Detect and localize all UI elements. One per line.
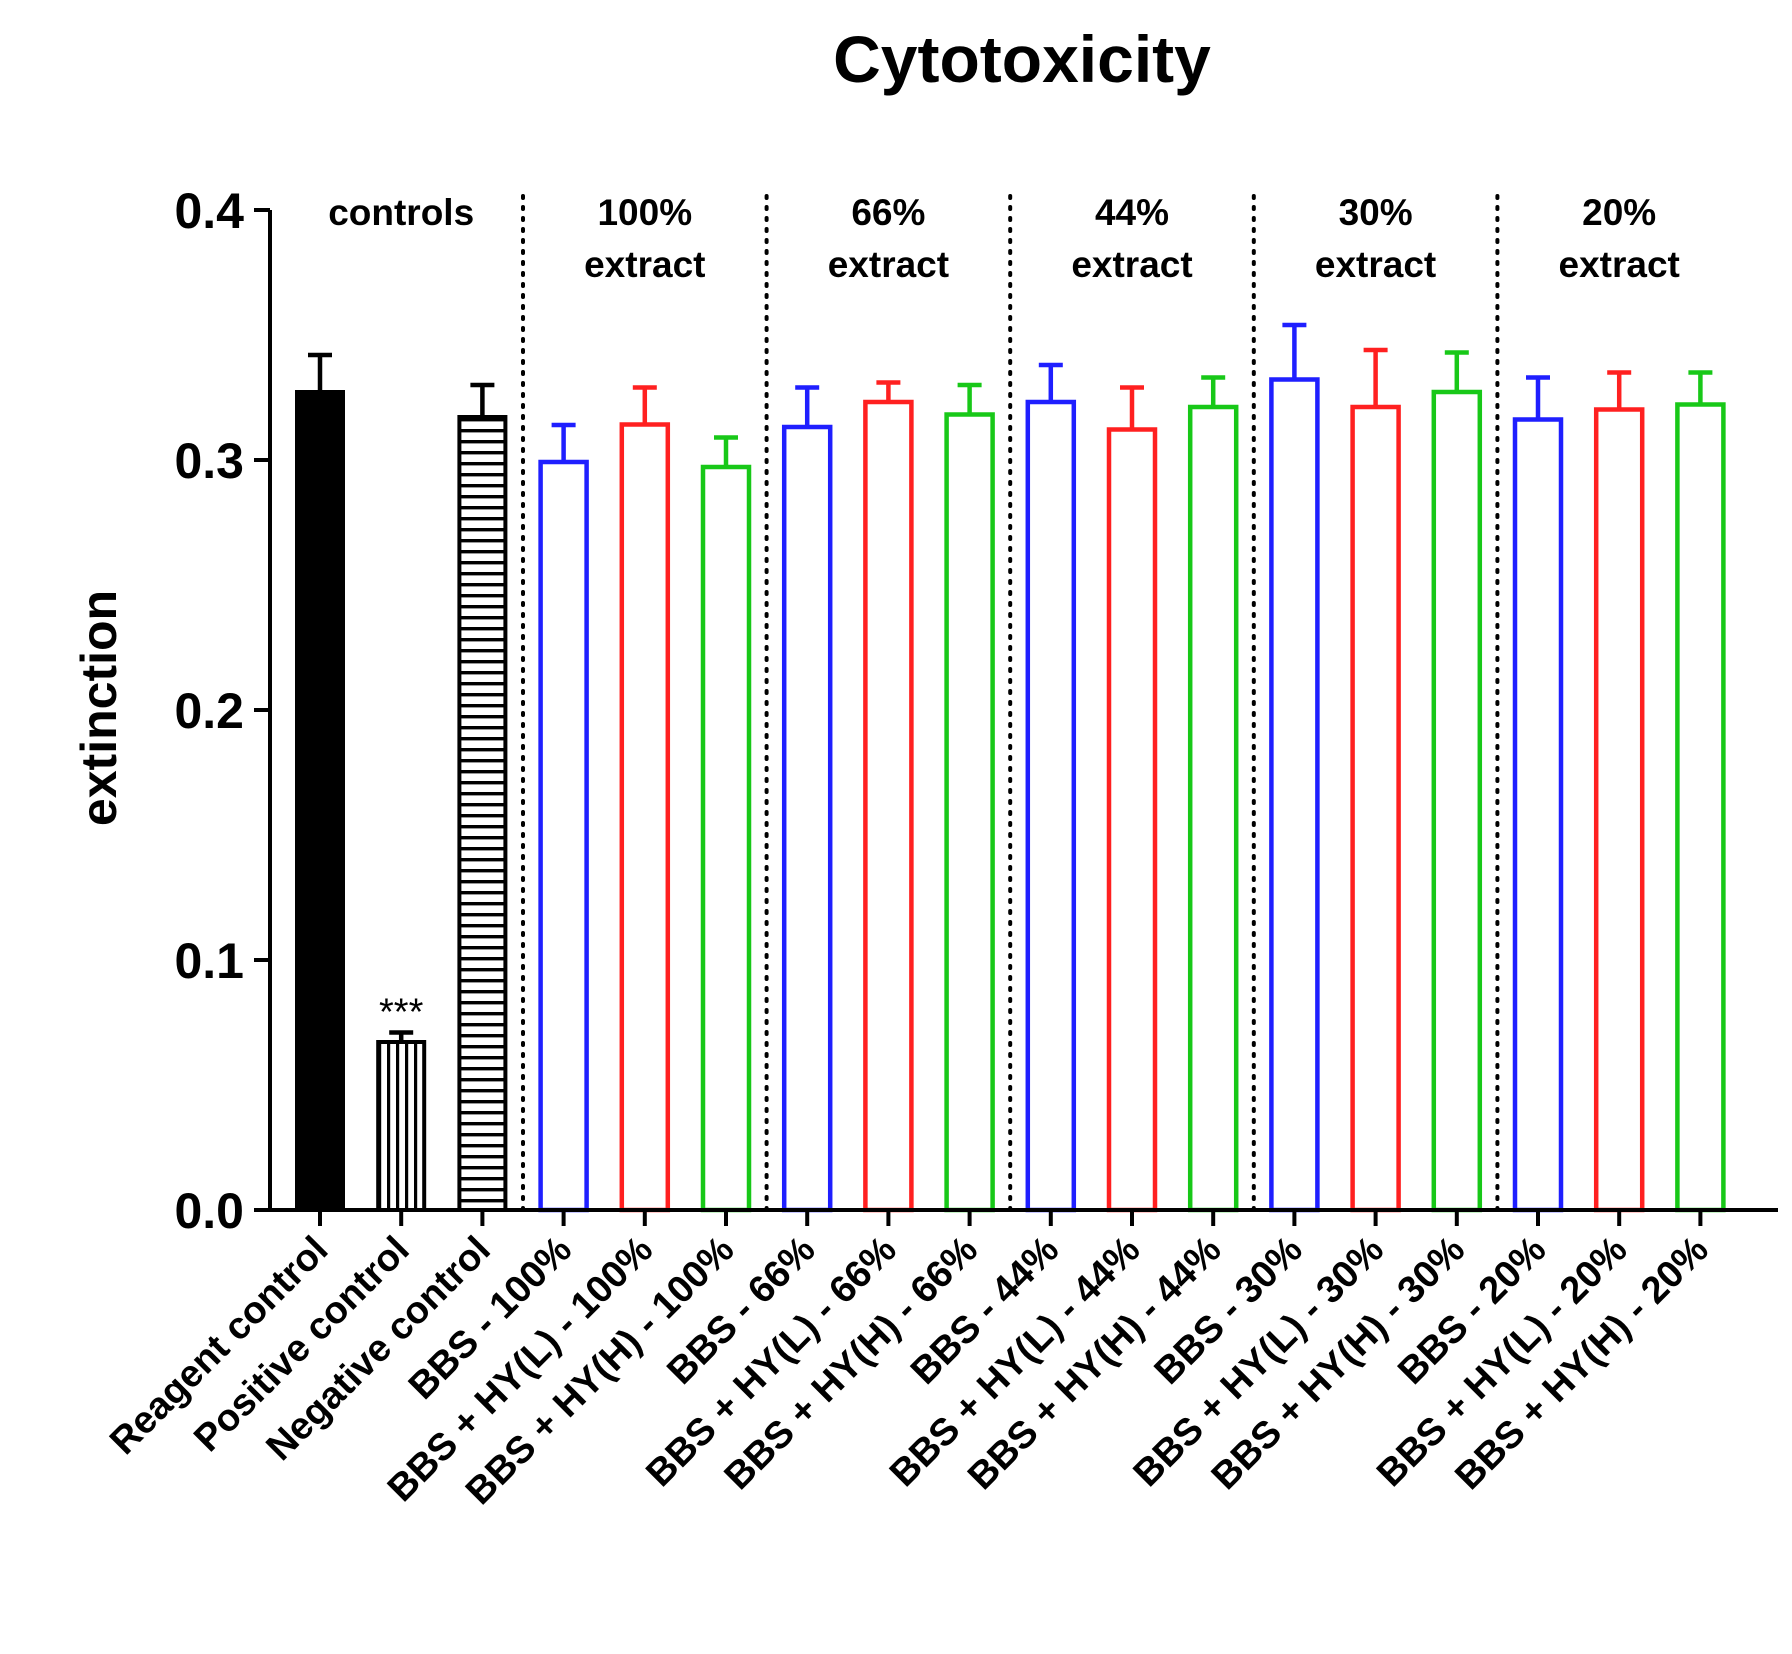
error-bars: [308, 322, 1713, 1040]
bar: [700, 464, 752, 1213]
group-labels: controls 100% extract 66% extract 44% extract 3…: [328, 192, 1680, 285]
y-tick-label: 0.0: [174, 1183, 244, 1239]
group-label: extract: [1559, 244, 1680, 285]
group-label: controls: [328, 192, 474, 233]
group-label: 66%: [851, 192, 925, 233]
bar: [781, 424, 833, 1213]
y-tick-label: 0.3: [174, 433, 244, 489]
group-label: extract: [1315, 244, 1436, 285]
bar: [1350, 404, 1401, 1213]
bar: [1187, 404, 1239, 1213]
bar: [863, 399, 914, 1213]
y-axis-label: extinction: [71, 590, 127, 826]
group-label: 100%: [597, 192, 692, 233]
y-axis-ticks: 0.0 0.1 0.2 0.3 0.4: [174, 183, 270, 1239]
bar: [1512, 417, 1564, 1213]
group-label: extract: [828, 244, 949, 285]
group-separators: [521, 194, 1500, 1212]
group-label: extract: [584, 244, 705, 285]
y-tick-label: 0.4: [174, 183, 244, 239]
bar: [538, 459, 589, 1213]
y-tick-label: 0.1: [174, 933, 244, 989]
group-label: extract: [1071, 244, 1192, 285]
y-tick-label: 0.2: [174, 683, 244, 739]
bar: [457, 415, 508, 1212]
bar: [944, 412, 995, 1213]
bar: [1106, 427, 1158, 1213]
group-label: 30%: [1339, 192, 1413, 233]
bar: [1675, 402, 1726, 1213]
chart-title: Cytotoxicity: [833, 22, 1211, 96]
annotations: ***: [379, 992, 424, 1034]
group-label: 20%: [1582, 192, 1656, 233]
bar: [619, 422, 671, 1213]
significance-annotation: ***: [379, 992, 424, 1034]
bar: [1431, 389, 1483, 1213]
bars: [295, 377, 1726, 1213]
group-label: 44%: [1095, 192, 1169, 233]
bar: [1269, 377, 1320, 1213]
bar: [1025, 399, 1077, 1213]
bar: [376, 1040, 427, 1212]
bar: [1593, 407, 1645, 1213]
bar: [295, 390, 345, 1210]
